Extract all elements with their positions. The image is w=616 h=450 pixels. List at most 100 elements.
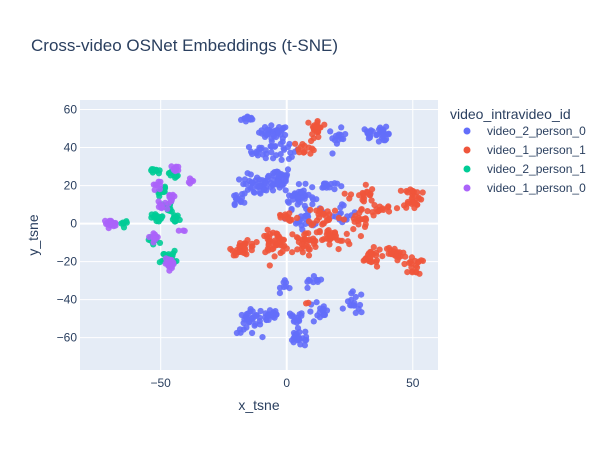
data-point[interactable] [350,226,357,233]
data-point[interactable] [402,253,409,260]
data-point[interactable] [165,200,172,207]
data-point[interactable] [285,155,293,162]
data-point[interactable] [286,140,293,148]
data-point[interactable] [292,140,299,147]
data-point[interactable] [367,254,374,261]
data-point[interactable] [270,229,277,236]
data-point[interactable] [369,186,376,193]
data-point[interactable] [295,194,302,201]
data-point[interactable] [262,147,269,154]
data-point[interactable] [307,308,314,315]
data-point[interactable] [268,311,275,318]
data-point[interactable] [271,143,278,150]
data-point[interactable] [371,202,378,209]
data-point[interactable] [282,124,289,131]
data-point[interactable] [383,245,391,252]
data-point[interactable] [302,180,309,187]
data-point[interactable] [302,236,309,243]
data-point[interactable] [335,214,342,221]
data-point[interactable] [361,256,368,263]
data-point[interactable] [175,227,182,234]
data-point[interactable] [346,195,353,202]
data-point[interactable] [263,132,270,139]
data-point[interactable] [295,181,302,188]
data-point[interactable] [301,202,308,209]
data-point[interactable] [156,259,163,266]
data-point[interactable] [305,299,312,306]
data-point[interactable] [271,253,278,260]
data-point[interactable] [170,259,177,266]
data-point[interactable] [265,240,272,247]
data-point[interactable] [310,220,317,227]
data-point[interactable] [231,201,238,209]
data-point[interactable] [409,187,416,194]
data-point[interactable] [284,166,292,173]
data-point[interactable] [254,174,261,181]
data-point[interactable] [266,262,273,269]
data-point[interactable] [162,255,169,262]
data-point[interactable] [151,186,158,193]
data-point[interactable] [152,181,159,188]
data-point[interactable] [376,246,383,253]
data-point[interactable] [351,218,358,225]
data-point[interactable] [156,167,163,174]
data-point[interactable] [253,312,260,319]
data-point[interactable] [269,187,277,194]
data-point[interactable] [279,182,286,189]
data-point[interactable] [313,299,320,306]
data-point[interactable] [270,172,277,179]
data-point[interactable] [304,212,311,219]
data-point[interactable] [313,123,321,130]
data-point[interactable] [327,233,334,240]
legend-item-video_2_person_1[interactable]: video_2_person_1 [463,162,587,176]
data-point[interactable] [245,144,253,151]
data-point[interactable] [164,205,171,212]
data-point[interactable] [352,309,359,316]
data-point[interactable] [185,179,192,186]
data-point[interactable] [248,114,255,121]
data-point[interactable] [167,172,174,179]
data-point[interactable] [170,166,177,173]
data-point[interactable] [394,257,401,264]
data-point[interactable] [276,290,283,297]
data-point[interactable] [365,135,372,142]
data-point[interactable] [292,220,300,227]
data-point[interactable] [324,208,331,215]
data-point[interactable] [236,326,244,333]
data-point[interactable] [309,201,316,208]
data-point[interactable] [161,183,168,190]
data-point[interactable] [343,230,350,237]
data-point[interactable] [156,214,163,221]
data-point[interactable] [273,241,280,248]
data-point[interactable] [360,198,367,205]
data-point[interactable] [242,181,250,188]
data-point[interactable] [252,321,259,328]
data-point[interactable] [275,178,282,185]
data-point[interactable] [286,217,294,224]
data-point[interactable] [236,242,243,250]
data-point[interactable] [332,234,339,241]
data-point[interactable] [331,180,338,187]
data-point[interactable] [310,237,317,244]
data-point[interactable] [305,230,312,237]
data-point[interactable] [307,150,314,157]
data-point[interactable] [331,207,339,214]
series-video_1_person_0[interactable] [102,163,197,274]
data-point[interactable] [373,263,381,270]
data-point[interactable] [322,180,330,187]
data-point[interactable] [108,221,115,228]
data-point[interactable] [275,234,282,241]
data-point[interactable] [351,302,358,309]
data-point[interactable] [262,249,269,256]
data-point[interactable] [289,249,296,256]
data-point[interactable] [280,279,287,286]
data-point[interactable] [241,176,248,183]
legend-item-video_1_person_1[interactable]: video_1_person_1 [463,143,587,157]
data-point[interactable] [327,128,334,135]
data-point[interactable] [358,291,365,298]
data-point[interactable] [367,248,374,255]
data-point[interactable] [297,341,304,348]
data-point[interactable] [344,238,351,245]
data-point[interactable] [148,166,156,173]
data-point[interactable] [309,145,316,152]
